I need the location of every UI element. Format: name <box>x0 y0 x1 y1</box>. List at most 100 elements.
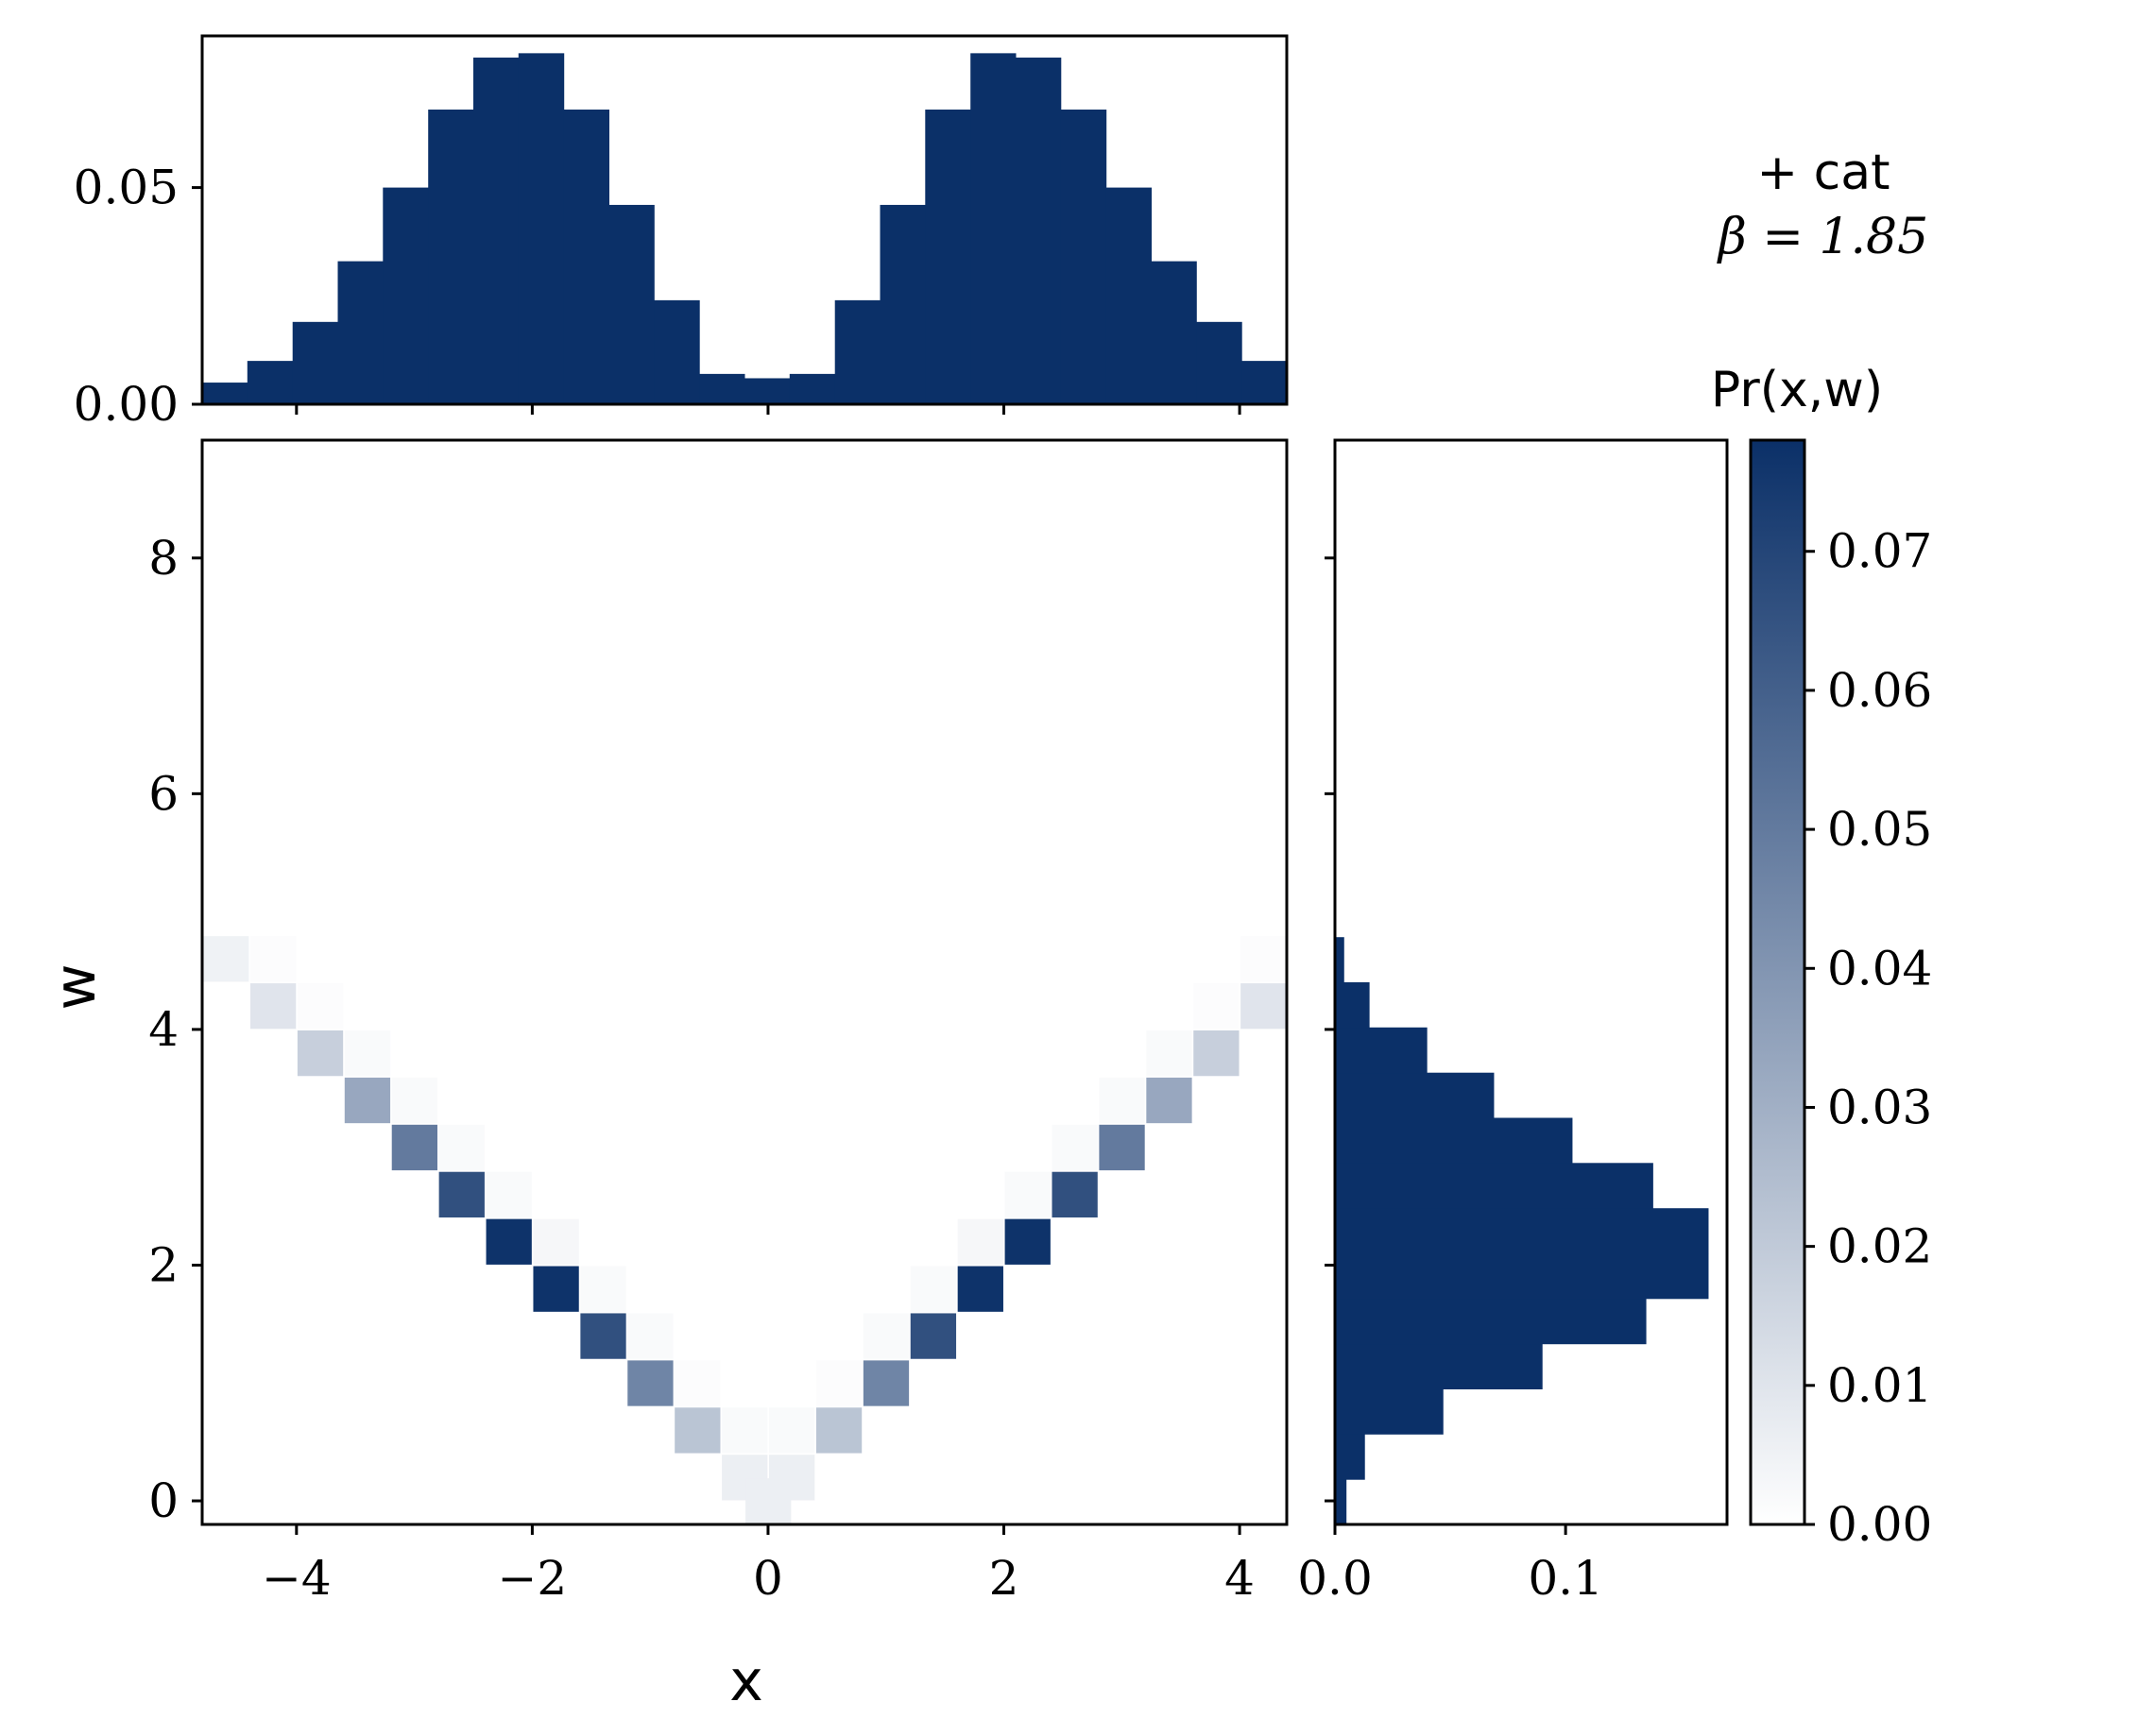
heatmap-cell <box>438 1124 485 1171</box>
y-tick-label: 0.05 <box>74 161 179 215</box>
histogram-bar <box>428 110 474 404</box>
heatmap-cell <box>910 1266 957 1312</box>
heatmap-cell <box>438 1171 485 1218</box>
colorbar-panel: 0.00 0.01 0.02 0.03 0.04 0.05 0.06 0.07 <box>1749 438 1932 1552</box>
heatmap-cell <box>1146 1077 1192 1124</box>
y-tick-label: 4 <box>148 1002 179 1057</box>
histogram-bar <box>1335 1253 1709 1300</box>
joint-frame <box>200 438 1289 1526</box>
y-axis-label: w <box>43 963 109 1010</box>
colorbar-tick-label: 0.06 <box>1827 663 1932 718</box>
histogram-bar <box>1335 1388 1444 1435</box>
heatmap-cell <box>675 1360 721 1406</box>
marginal-w-frame <box>1333 438 1729 1526</box>
heatmap-cell <box>486 1171 532 1218</box>
heatmap-cell <box>769 1455 815 1501</box>
histogram-bar <box>1335 1479 1347 1525</box>
x-tick-label: 2 <box>989 1551 1019 1606</box>
y-tick-label: 0.00 <box>74 377 179 432</box>
heatmap-cell <box>203 936 249 982</box>
histogram-bar <box>1335 1117 1573 1164</box>
x-tick-label: −4 <box>262 1551 332 1606</box>
heatmap-cell <box>297 1030 344 1077</box>
y-tick-label: 8 <box>148 531 179 586</box>
heatmap-cell <box>1193 983 1240 1030</box>
heatmap-cell <box>627 1313 674 1359</box>
histogram-bar <box>699 373 745 404</box>
y-tick-label: 0 <box>148 1473 179 1528</box>
histogram-bar <box>202 383 248 404</box>
histogram-bar <box>247 361 294 404</box>
histogram-bar <box>1335 1072 1495 1118</box>
histogram-bar <box>1335 1027 1428 1074</box>
histogram-bar <box>1335 937 1344 983</box>
heatmap-cell <box>863 1313 910 1359</box>
x-tick-label: 4 <box>1224 1551 1255 1606</box>
x-tick-label: 0.0 <box>1297 1551 1373 1606</box>
colorbar-tick-label: 0.05 <box>1827 802 1932 857</box>
y-tick-label: 2 <box>148 1237 179 1292</box>
histogram-bar <box>1335 1343 1543 1389</box>
x-tick-label: 0 <box>753 1551 783 1606</box>
heatmap-cell <box>863 1360 910 1406</box>
heatmap-cell <box>486 1218 532 1265</box>
annotation-beta: β = 1.85 <box>1717 209 1928 265</box>
histogram-bar <box>880 204 926 404</box>
heatmap-cell <box>249 983 297 1030</box>
colorbar-tick-label: 0.00 <box>1827 1497 1932 1552</box>
heatmap-cell <box>957 1218 1003 1265</box>
annotation-cat: + cat <box>1757 145 1890 201</box>
histogram-bar <box>789 373 836 404</box>
x-tick-label: −2 <box>498 1551 568 1606</box>
histogram-bar <box>925 110 971 404</box>
heatmap-cell <box>722 1407 768 1454</box>
histogram-bar <box>970 53 1017 405</box>
histogram-bar <box>1335 1434 1365 1480</box>
histogram-bar <box>1335 1163 1653 1209</box>
heatmap-cell <box>580 1266 626 1312</box>
heatmap-cell <box>1099 1077 1145 1124</box>
heatmap-cell <box>769 1407 815 1454</box>
histogram-bar <box>608 204 655 404</box>
histogram-bar <box>1335 982 1370 1029</box>
histogram-bar <box>563 110 609 404</box>
heatmap-cell <box>297 983 344 1030</box>
heatmap-cell <box>1004 1171 1051 1218</box>
histogram-bar <box>654 299 700 404</box>
heatmap-cell <box>910 1313 957 1359</box>
colorbar-tick-label: 0.03 <box>1827 1080 1932 1134</box>
histogram-bar <box>292 321 338 404</box>
heatmap-cell <box>1240 983 1287 1030</box>
histogram-bar <box>473 57 520 405</box>
heatmap-cell <box>391 1124 438 1171</box>
heatmap-cell <box>675 1407 721 1454</box>
heatmap-cell <box>344 1030 391 1077</box>
colorbar-tick-label: 0.04 <box>1827 941 1932 996</box>
heatmap-cell <box>815 1360 863 1406</box>
y-tick-label: 6 <box>148 766 179 821</box>
colorbar-bar <box>1749 438 1806 1526</box>
x-axis-label: x <box>729 1648 763 1714</box>
colorbar-tick-label: 0.02 <box>1827 1219 1932 1274</box>
x-tick-label: 0.1 <box>1528 1551 1603 1606</box>
heatmap-cell <box>1004 1218 1051 1265</box>
histogram-bar <box>1105 187 1152 404</box>
heatmap-cell <box>1146 1030 1192 1077</box>
marginal-x-histogram-panel: 0.00 0.05 <box>74 34 1289 432</box>
histogram-bar <box>383 187 429 404</box>
histogram-bar <box>1151 261 1197 404</box>
colorbar-label: Pr(x,w) <box>1711 362 1883 418</box>
heatmap-cell <box>249 936 297 982</box>
joint-heatmap-panel: −4 −2 0 2 4 0 2 4 6 8 <box>148 438 1289 1606</box>
histogram-bar <box>1060 110 1107 404</box>
heatmap-cell <box>815 1407 863 1454</box>
heatmap-cell <box>344 1077 391 1124</box>
heatmap-cell <box>533 1218 579 1265</box>
histogram-bar <box>337 261 384 404</box>
colorbar-tick-label: 0.01 <box>1827 1358 1932 1413</box>
heatmap-cell <box>1099 1124 1145 1171</box>
histogram-bar <box>1016 57 1062 405</box>
histogram-bar <box>1335 1208 1709 1254</box>
histogram-bar <box>834 299 881 404</box>
